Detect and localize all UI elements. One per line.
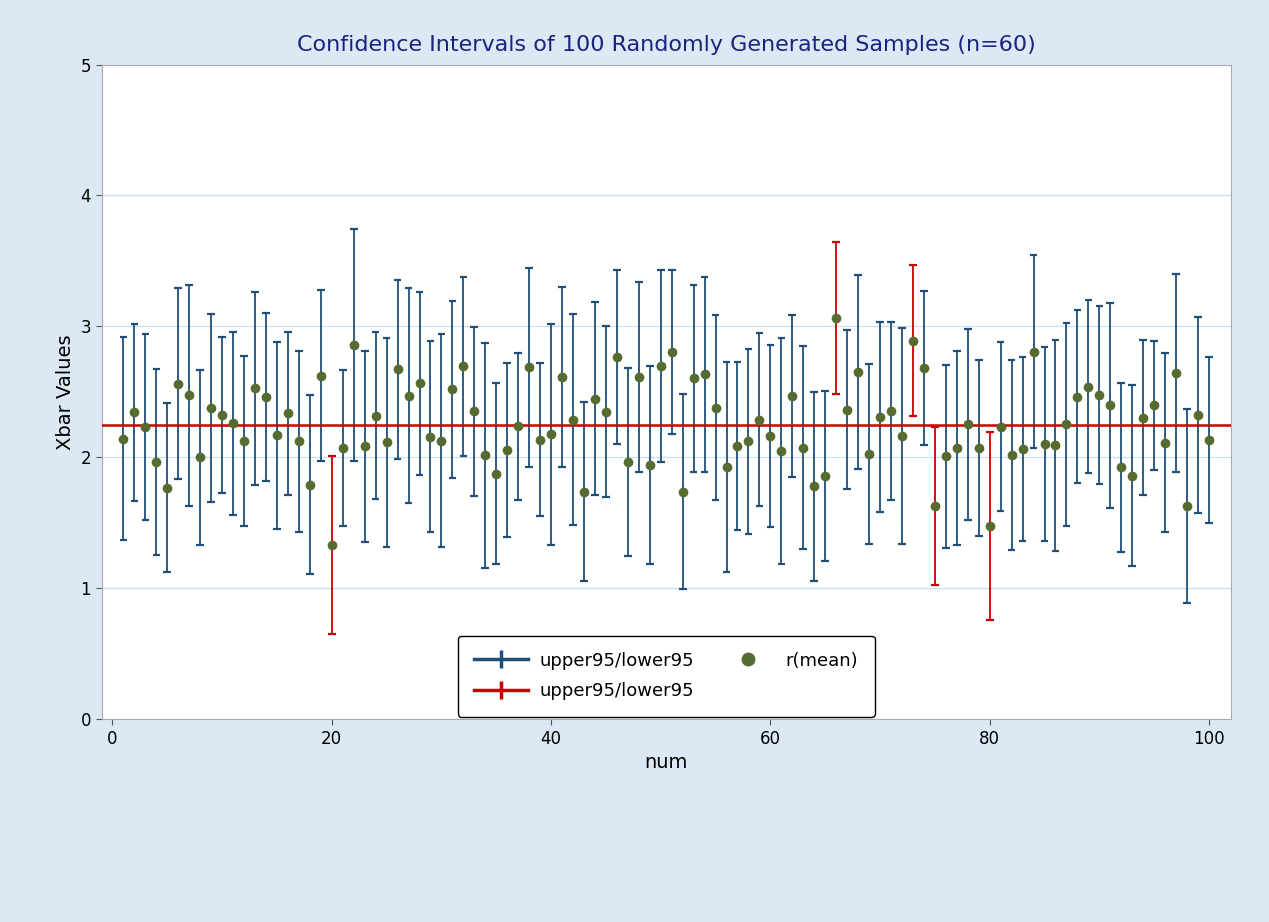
X-axis label: num: num — [645, 753, 688, 772]
Legend: upper95/lower95, upper95/lower95, r(mean), : upper95/lower95, upper95/lower95, r(mean… — [458, 635, 874, 716]
Y-axis label: Xbar Values: Xbar Values — [56, 334, 75, 450]
Title: Confidence Intervals of 100 Randomly Generated Samples (n=60): Confidence Intervals of 100 Randomly Gen… — [297, 35, 1036, 54]
